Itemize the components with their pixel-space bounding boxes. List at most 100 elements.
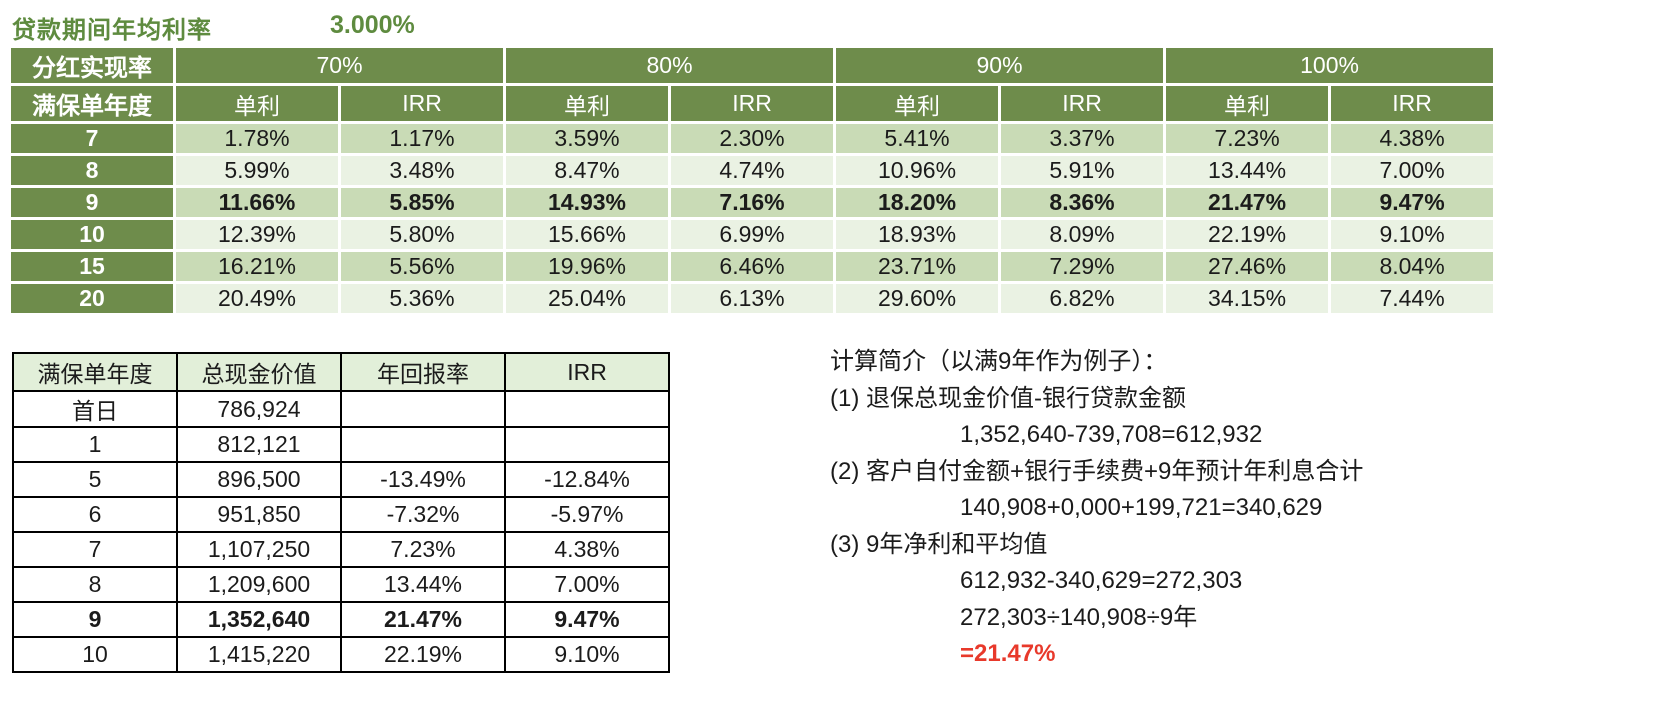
corner-dividend-rate-label[interactable]: 分红实现率	[8, 45, 176, 86]
rate-value-cell[interactable]: 7.29%	[998, 249, 1167, 284]
rate-value-cell[interactable]: 6.99%	[668, 217, 837, 252]
rate-group-header[interactable]: 100%	[1163, 45, 1497, 86]
rate-value-cell[interactable]: 19.96%	[503, 249, 672, 284]
cash-table-cell[interactable]: 9.10%	[504, 636, 670, 673]
cash-table-header-cell[interactable]: 满保单年度	[12, 352, 178, 392]
rate-value-cell[interactable]: 6.46%	[668, 249, 837, 284]
cash-table-cell[interactable]: 4.38%	[504, 531, 670, 568]
rate-value-cell[interactable]: 34.15%	[1163, 281, 1332, 316]
rate-value-cell[interactable]: 8.09%	[998, 217, 1167, 252]
cash-table-header-cell[interactable]: IRR	[504, 352, 670, 392]
cash-table-cell[interactable]: -13.49%	[340, 461, 506, 498]
rate-value-cell[interactable]: 8.04%	[1328, 249, 1497, 284]
rate-value-cell[interactable]: 2.30%	[668, 121, 837, 156]
cash-table-cell[interactable]: 786,924	[176, 390, 342, 428]
cash-table-cell[interactable]: 896,500	[176, 461, 342, 498]
rate-value-cell[interactable]: 1.78%	[173, 121, 341, 156]
rate-value-cell[interactable]: 8.36%	[998, 185, 1167, 220]
cash-table-cell[interactable]: 首日	[12, 390, 178, 428]
cash-table-cell[interactable]	[504, 390, 670, 428]
rate-value-cell[interactable]: 21.47%	[1163, 185, 1332, 220]
irr-header[interactable]: IRR	[998, 83, 1167, 124]
cash-table-cell[interactable]: -7.32%	[340, 496, 506, 533]
cash-table-cell[interactable]: 7.00%	[504, 566, 670, 603]
rate-row-year-cell[interactable]: 9	[8, 185, 176, 220]
cash-table-cell[interactable]	[340, 390, 506, 428]
corner-policy-year-label[interactable]: 满保单年度	[8, 83, 176, 124]
rate-value-cell[interactable]: 5.80%	[337, 217, 507, 252]
cash-table-cell[interactable]: 13.44%	[340, 566, 506, 603]
rate-value-cell[interactable]: 7.00%	[1328, 153, 1497, 188]
cash-table-cell[interactable]: 1,107,250	[176, 531, 342, 568]
rate-value-cell[interactable]: 3.48%	[337, 153, 507, 188]
cash-table-cell[interactable]: 1	[12, 426, 178, 463]
rate-value-cell[interactable]: 4.74%	[668, 153, 837, 188]
cash-table-cell[interactable]: 8	[12, 566, 178, 603]
cash-table-cell[interactable]: 1,352,640	[176, 601, 342, 638]
rate-value-cell[interactable]: 16.21%	[173, 249, 341, 284]
rate-value-cell[interactable]: 4.38%	[1328, 121, 1497, 156]
rate-value-cell[interactable]: 14.93%	[503, 185, 672, 220]
rate-value-cell[interactable]: 22.19%	[1163, 217, 1332, 252]
simple-interest-header[interactable]: 单利	[503, 83, 672, 124]
cash-table-cell[interactable]: 812,121	[176, 426, 342, 463]
simple-interest-header[interactable]: 单利	[833, 83, 1002, 124]
rate-value-cell[interactable]: 5.91%	[998, 153, 1167, 188]
rate-value-cell[interactable]: 27.46%	[1163, 249, 1332, 284]
rate-value-cell[interactable]: 3.59%	[503, 121, 672, 156]
rate-value-cell[interactable]: 9.10%	[1328, 217, 1497, 252]
rate-value-cell[interactable]: 10.96%	[833, 153, 1002, 188]
rate-value-cell[interactable]: 1.17%	[337, 121, 507, 156]
rate-value-cell[interactable]: 12.39%	[173, 217, 341, 252]
cash-table-cell[interactable]: 6	[12, 496, 178, 533]
rate-value-cell[interactable]: 5.56%	[337, 249, 507, 284]
rate-value-cell[interactable]: 29.60%	[833, 281, 1002, 316]
cash-table-cell[interactable]: 21.47%	[340, 601, 506, 638]
rate-group-header[interactable]: 80%	[503, 45, 837, 86]
rate-value-cell[interactable]: 15.66%	[503, 217, 672, 252]
rate-value-cell[interactable]: 23.71%	[833, 249, 1002, 284]
rate-value-cell[interactable]: 13.44%	[1163, 153, 1332, 188]
rate-value-cell[interactable]: 5.85%	[337, 185, 507, 220]
rate-value-cell[interactable]: 7.23%	[1163, 121, 1332, 156]
rate-value-cell[interactable]: 6.82%	[998, 281, 1167, 316]
rate-row-year-cell[interactable]: 20	[8, 281, 176, 316]
cash-table-cell[interactable]: 9.47%	[504, 601, 670, 638]
rate-value-cell[interactable]: 6.13%	[668, 281, 837, 316]
cash-table-cell[interactable]: 1,415,220	[176, 636, 342, 673]
irr-header[interactable]: IRR	[1328, 83, 1497, 124]
cash-table-header-cell[interactable]: 总现金价值	[176, 352, 342, 392]
rate-value-cell[interactable]: 18.93%	[833, 217, 1002, 252]
rate-group-header[interactable]: 90%	[833, 45, 1167, 86]
rate-group-header[interactable]: 70%	[172, 45, 507, 86]
rate-value-cell[interactable]: 5.41%	[833, 121, 1002, 156]
simple-interest-header[interactable]: 单利	[173, 83, 341, 124]
cash-table-cell[interactable]: 951,850	[176, 496, 342, 533]
rate-value-cell[interactable]: 3.37%	[998, 121, 1167, 156]
rate-row-year-cell[interactable]: 8	[8, 153, 176, 188]
rate-value-cell[interactable]: 20.49%	[173, 281, 341, 316]
rate-row-year-cell[interactable]: 15	[8, 249, 176, 284]
rate-value-cell[interactable]: 5.99%	[173, 153, 341, 188]
cash-table-cell[interactable]: 9	[12, 601, 178, 638]
cash-table-cell[interactable]	[340, 426, 506, 463]
rate-value-cell[interactable]: 25.04%	[503, 281, 672, 316]
rate-row-year-cell[interactable]: 10	[8, 217, 176, 252]
rate-value-cell[interactable]: 7.44%	[1328, 281, 1497, 316]
cash-table-cell[interactable]: 7.23%	[340, 531, 506, 568]
cash-table-header-cell[interactable]: 年回报率	[340, 352, 506, 392]
rate-value-cell[interactable]: 5.36%	[337, 281, 507, 316]
cash-table-cell[interactable]: 22.19%	[340, 636, 506, 673]
loan-rate-value[interactable]: 3.000%	[330, 11, 415, 39]
rate-value-cell[interactable]: 18.20%	[833, 185, 1002, 220]
cash-table-cell[interactable]: -5.97%	[504, 496, 670, 533]
cash-table-cell[interactable]: -12.84%	[504, 461, 670, 498]
rate-value-cell[interactable]: 7.16%	[668, 185, 837, 220]
irr-header[interactable]: IRR	[668, 83, 837, 124]
rate-row-year-cell[interactable]: 7	[8, 121, 176, 156]
cash-table-cell[interactable]: 5	[12, 461, 178, 498]
rate-value-cell[interactable]: 11.66%	[173, 185, 341, 220]
rate-value-cell[interactable]: 9.47%	[1328, 185, 1497, 220]
cash-table-cell[interactable]: 7	[12, 531, 178, 568]
cash-table-cell[interactable]	[504, 426, 670, 463]
